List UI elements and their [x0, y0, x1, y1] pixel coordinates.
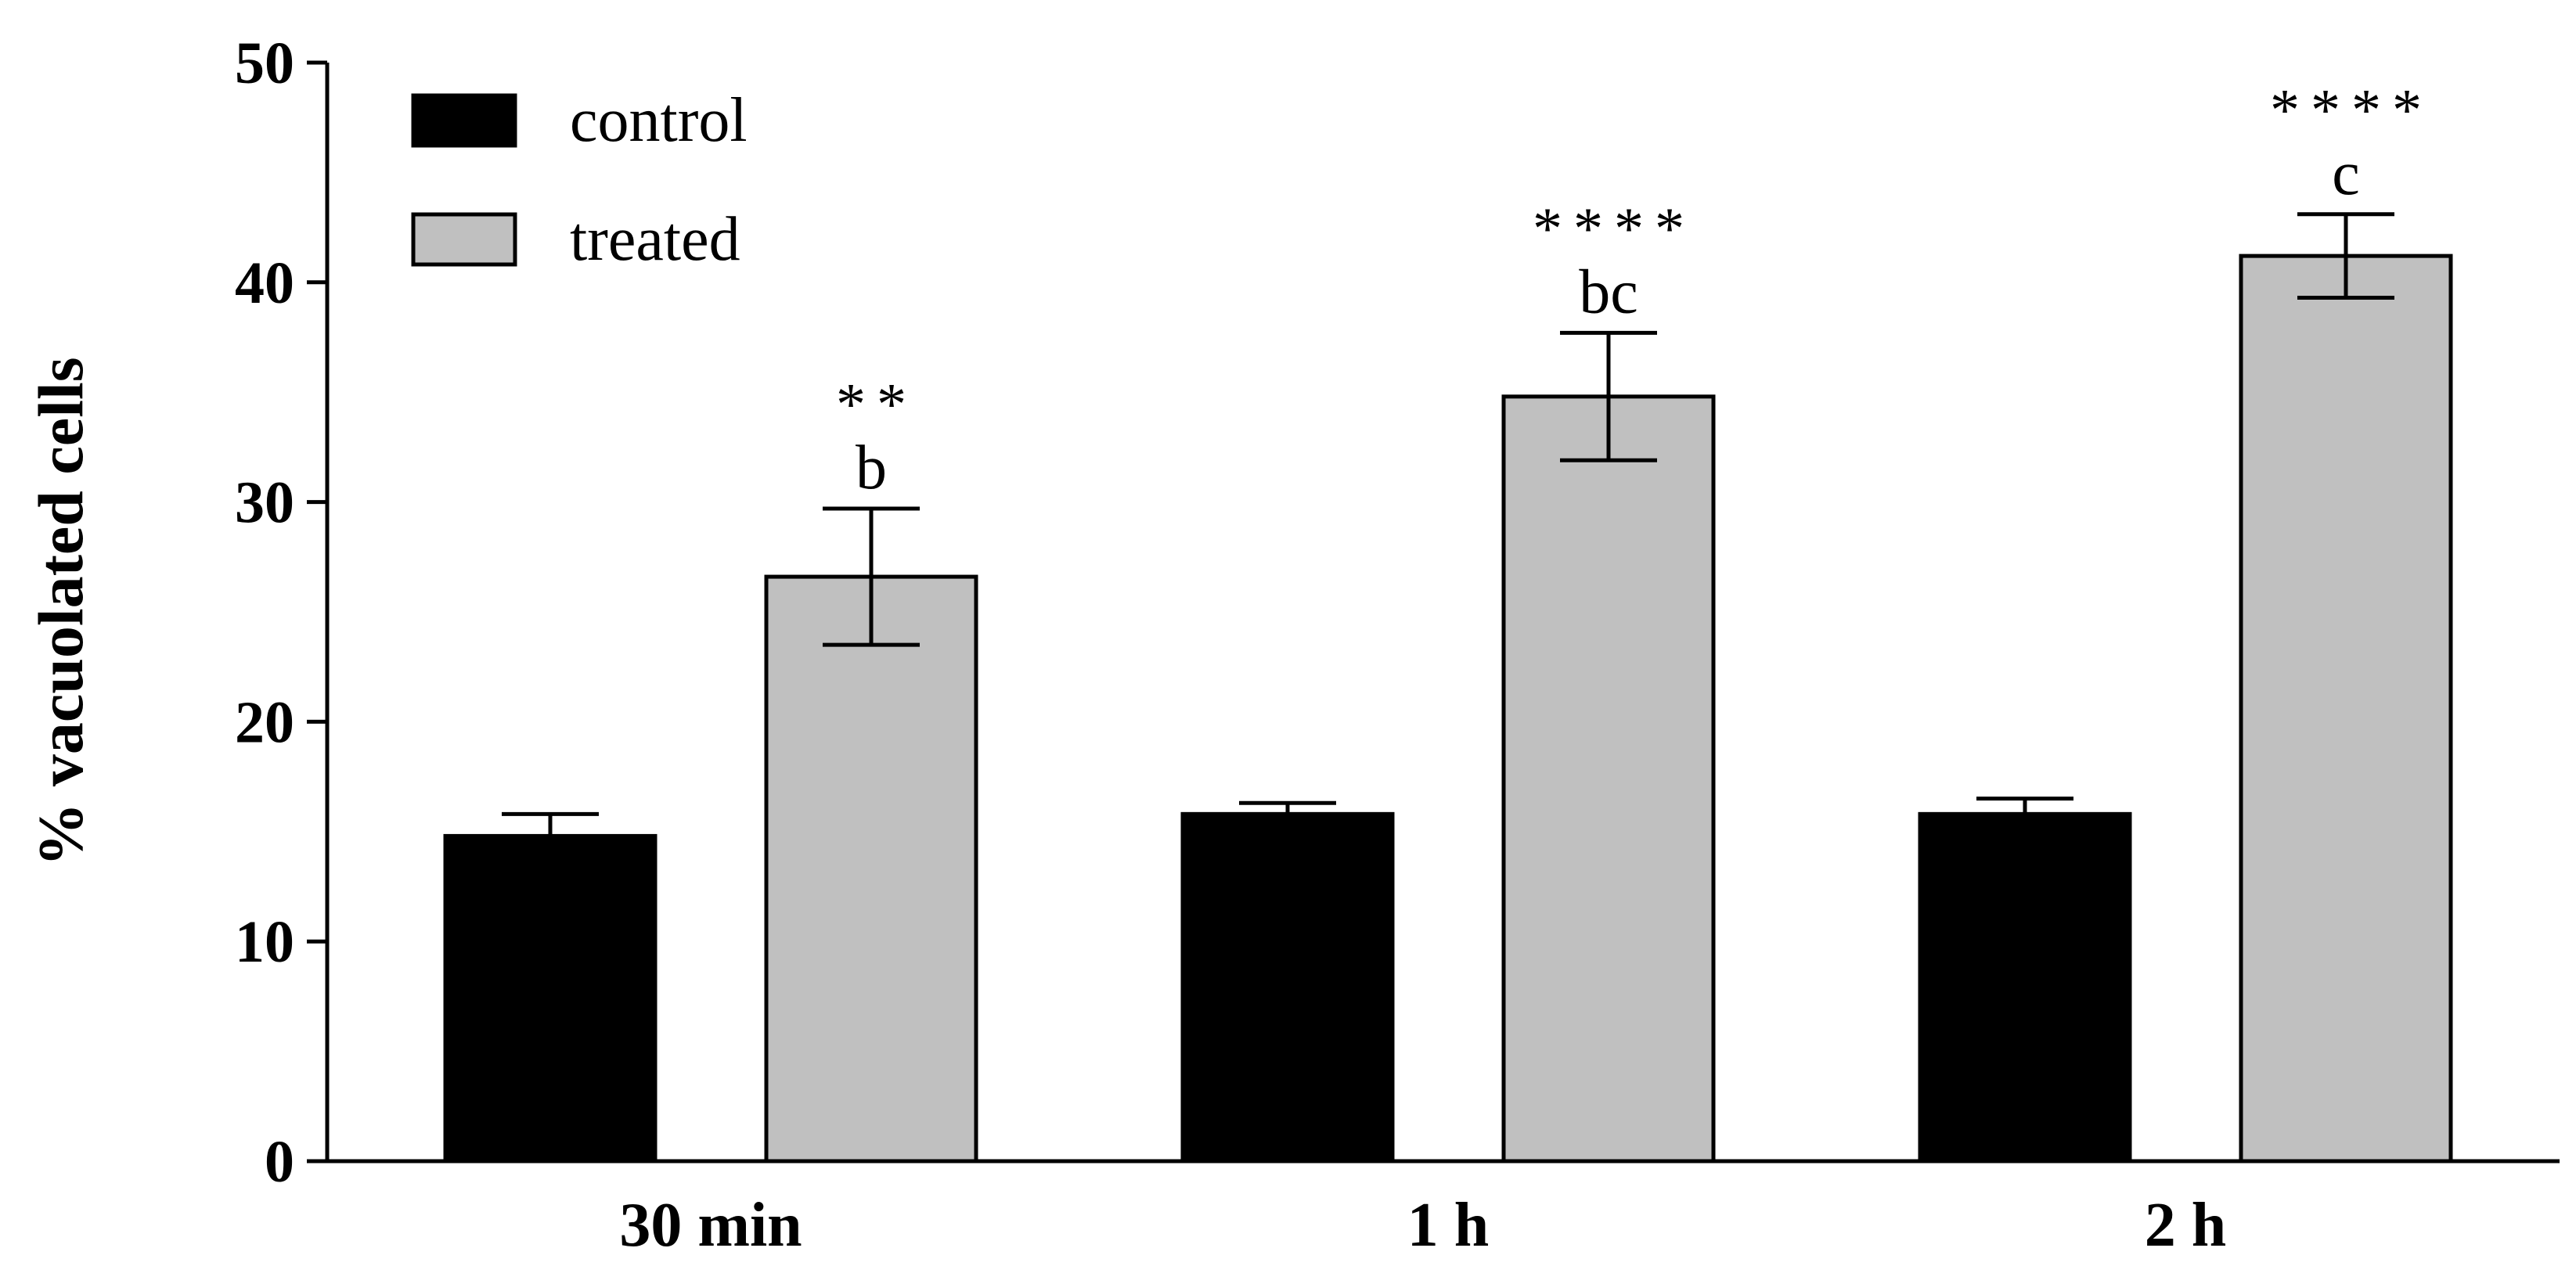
significance-letter: c — [2332, 139, 2360, 208]
y-tick-label: 20 — [235, 689, 294, 755]
bar-treated-3 — [2239, 254, 2453, 1164]
y-tick-label: 10 — [235, 909, 294, 975]
legend-label-treated: treated — [570, 205, 740, 274]
legend-swatch-control — [411, 93, 517, 148]
bar-treated-1 — [764, 574, 978, 1164]
y-axis-title: % vacuolated cells — [25, 357, 96, 866]
significance-letter: b — [856, 433, 887, 502]
significance-stars: **** — [1533, 196, 1695, 261]
y-tick-label: 50 — [235, 31, 294, 96]
bar-control-3 — [1918, 811, 2132, 1164]
legend-label-control: control — [570, 86, 748, 155]
axes: 0 10 20 30 40 50 30 min 1 h 2 h — [235, 31, 2560, 1260]
significance-stars: **** — [2270, 77, 2433, 143]
y-tick-label: 30 — [235, 470, 294, 536]
legend-swatch-treated — [411, 212, 517, 267]
x-tick-label: 1 h — [1407, 1191, 1490, 1260]
bar-treated-2 — [1501, 394, 1716, 1164]
bars — [443, 254, 2453, 1164]
y-axis-title-group: % vacuolated cells — [25, 357, 96, 866]
error-bars — [502, 212, 2394, 836]
significance-letter: bc — [1579, 257, 1638, 326]
x-tick-label: 30 min — [619, 1191, 802, 1260]
y-tick-label: 40 — [235, 250, 294, 316]
annotations: b**bc****c**** — [836, 77, 2433, 502]
bar-control-1 — [443, 833, 658, 1164]
legend: control treated — [411, 86, 748, 274]
bar-control-2 — [1180, 811, 1395, 1164]
significance-stars: ** — [836, 372, 917, 437]
y-tick-label: 0 — [265, 1129, 294, 1195]
x-tick-label: 2 h — [2145, 1191, 2227, 1260]
